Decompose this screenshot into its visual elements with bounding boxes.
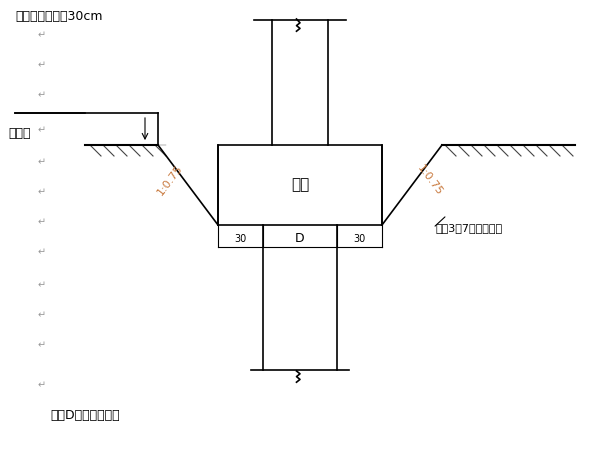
- Text: D: D: [295, 233, 305, 246]
- Text: ↵: ↵: [38, 217, 46, 227]
- Text: 回填3：7灰土并夯实: 回填3：7灰土并夯实: [435, 223, 502, 233]
- Text: ↵: ↵: [38, 60, 46, 70]
- Text: 承台: 承台: [291, 177, 309, 193]
- Text: 30: 30: [235, 234, 247, 244]
- Text: ↵: ↵: [38, 90, 46, 100]
- Bar: [218, 145, 382, 225]
- Text: ↵: ↵: [38, 187, 46, 197]
- Text: ↵: ↵: [38, 280, 46, 290]
- Text: ↵: ↵: [38, 247, 46, 257]
- Text: 地面线: 地面线: [8, 127, 31, 140]
- Text: ↵: ↵: [38, 125, 46, 135]
- Text: ↵: ↵: [38, 310, 46, 320]
- Text: 注：D为承台长或宽: 注：D为承台长或宽: [50, 409, 119, 422]
- Text: ↵: ↵: [38, 340, 46, 350]
- Text: ↵: ↵: [38, 157, 46, 167]
- Text: 1:0.75: 1:0.75: [415, 163, 445, 197]
- Text: 30: 30: [353, 234, 365, 244]
- Text: 回填面高出地面30cm: 回填面高出地面30cm: [15, 10, 103, 23]
- Text: ↵: ↵: [38, 380, 46, 390]
- Text: ↵: ↵: [38, 30, 46, 40]
- Text: 1:0.75: 1:0.75: [155, 163, 185, 197]
